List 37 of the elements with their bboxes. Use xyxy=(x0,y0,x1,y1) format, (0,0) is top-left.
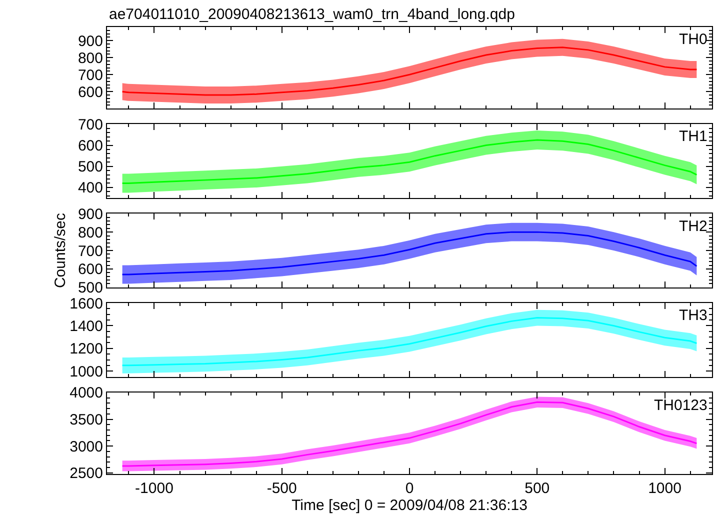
y-tick-label: 900 xyxy=(78,206,103,223)
y-tick-label: 3500 xyxy=(70,412,103,429)
y-tick-label: 1400 xyxy=(70,318,103,335)
annotation: TH0123 xyxy=(654,397,708,414)
annotation: TH0 xyxy=(679,31,708,48)
line-series xyxy=(122,139,698,184)
y-tick-label: 1000 xyxy=(70,363,103,380)
y-tick-label: 600 xyxy=(78,84,103,101)
annotation: TH3 xyxy=(679,307,708,324)
y-tick-label: 700 xyxy=(78,242,103,260)
y-tick-label: 1200 xyxy=(70,340,103,358)
y-tick-label: 700 xyxy=(78,66,103,84)
y-tick-label: 500 xyxy=(78,158,103,176)
y-tick-label: 600 xyxy=(78,138,103,155)
x-tick-label: -1000 xyxy=(135,480,174,497)
y-tick-label: 500 xyxy=(78,280,103,297)
y-axis-title: Counts/sec xyxy=(52,212,70,288)
x-tick-label: -500 xyxy=(266,480,297,497)
y-tick-label: 1600 xyxy=(70,295,103,312)
y-tick-label: 800 xyxy=(78,50,103,67)
x-axis-title: Time [sec] 0 = 2009/04/08 21:36:13 xyxy=(292,497,528,514)
y-tick-label: 3000 xyxy=(70,438,103,456)
y-tick-label: 2500 xyxy=(70,465,103,482)
annotation: TH1 xyxy=(679,128,708,145)
y-tick-label: 900 xyxy=(78,32,103,50)
line-series xyxy=(122,231,698,276)
y-tick-label: 700 xyxy=(78,116,103,134)
x-tick-label: 0 xyxy=(405,480,414,497)
line-series xyxy=(122,46,698,96)
y-tick-label: 400 xyxy=(78,180,103,197)
chart-title: ae704011010_20090408213613_wam0_trn_4band_long.qdp xyxy=(109,6,515,23)
annotation: TH2 xyxy=(679,218,708,235)
y-tick-label: 4000 xyxy=(70,384,103,402)
x-tick-label: 1000 xyxy=(648,480,682,497)
y-tick-label: 600 xyxy=(78,261,103,278)
x-tick-label: 500 xyxy=(524,480,550,497)
y-tick-label: 800 xyxy=(78,224,103,242)
